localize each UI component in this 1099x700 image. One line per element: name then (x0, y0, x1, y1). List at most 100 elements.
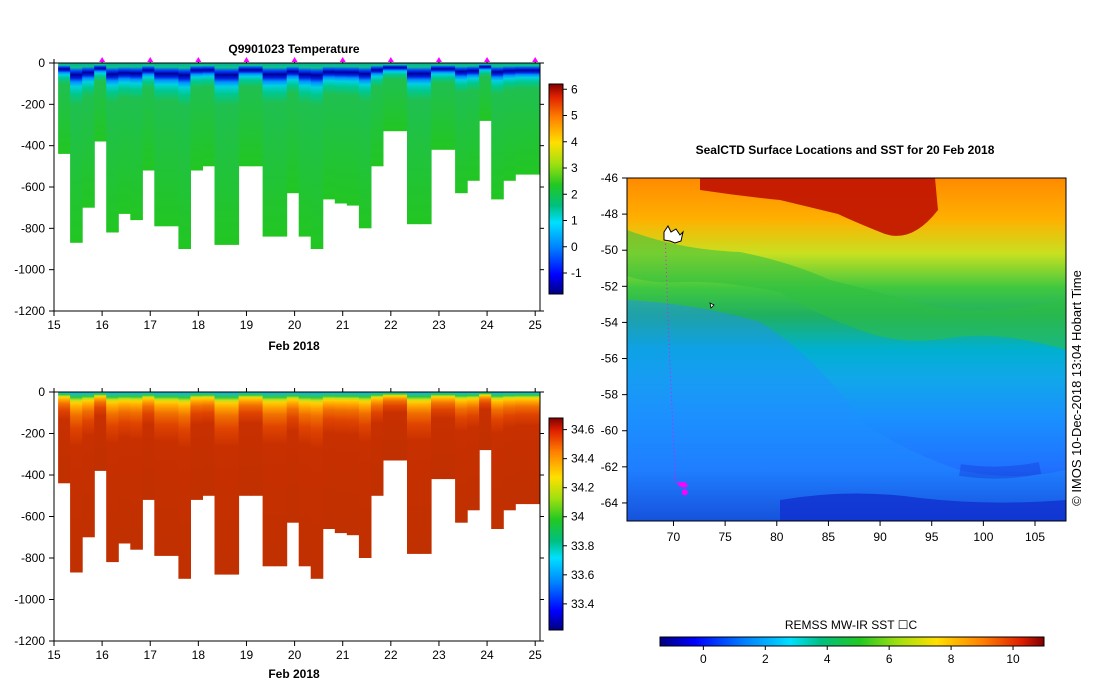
s-profile-26 (370, 392, 384, 496)
t-profile-18 (274, 63, 288, 237)
t-profile-20 (298, 63, 312, 237)
surface-marker (243, 57, 250, 62)
s-xtick-label: 20 (288, 648, 302, 662)
salinity-colorbar-label: 34.4 (571, 452, 595, 466)
s-profile-18 (274, 392, 288, 567)
t-profile-16 (250, 63, 264, 167)
t-ytick-label: -1200 (14, 304, 45, 318)
t-profile-12 (202, 63, 216, 167)
s-profile-15 (238, 392, 252, 496)
s-profile-13 (214, 392, 228, 575)
t-profile-7 (142, 63, 155, 171)
s-ytick-label: -400 (21, 468, 45, 482)
t-profile-33 (455, 63, 468, 194)
map-ytick-label: -62 (601, 460, 619, 474)
s-xtick-label: 23 (432, 648, 446, 662)
temperature-colorbar-label: -1 (571, 266, 582, 280)
heard-island (709, 302, 715, 309)
s-xtick-label: 17 (144, 648, 158, 662)
s-profile-34 (467, 392, 480, 511)
map-xtick-label: 95 (925, 530, 939, 544)
track-end-point (681, 489, 688, 496)
surface-marker (195, 57, 202, 62)
copyright-text: © IMOS 10-Dec-2018 13:04 Hobart Time (1069, 270, 1084, 506)
s-profile-4 (106, 392, 119, 563)
salinity-data (58, 392, 540, 579)
surface-marker (147, 57, 154, 62)
t-profile-3 (94, 63, 107, 142)
map-title: SealCTD Surface Locations and SST for 20… (696, 143, 995, 157)
temperature-colorbar (548, 83, 564, 295)
s-profile-5 (118, 392, 131, 544)
surface-marker (484, 57, 491, 62)
s-profile-1 (70, 392, 83, 573)
s-profile-6 (130, 392, 143, 550)
warm-core (700, 178, 938, 236)
s-profile-29 (407, 392, 420, 554)
temperature-colorbar-label: 5 (571, 109, 578, 123)
t-profile-10 (178, 63, 191, 249)
t-xtick-label: 16 (95, 318, 109, 332)
s-xtick-label: 16 (95, 648, 109, 662)
t-profile-19 (286, 63, 300, 194)
surface-marker (435, 57, 442, 62)
t-xtick-label: 17 (144, 318, 158, 332)
s-xtick-label: 15 (47, 648, 61, 662)
t-profile-14 (226, 63, 240, 245)
map-xtick-label: 105 (1025, 530, 1045, 544)
temperature-x-ticks: 15 16 17 18 19 20 21 22 23 24 25 (47, 59, 542, 332)
map-ytick-label: -56 (601, 352, 619, 366)
s-profile-28 (394, 392, 408, 461)
s-profile-27 (382, 392, 396, 461)
s-profile-20 (298, 392, 312, 567)
t-xtick-label: 21 (336, 318, 350, 332)
t-ytick-label: -200 (21, 97, 45, 111)
s-profile-25 (358, 392, 372, 558)
temperature-colorbar-label: 6 (571, 82, 578, 96)
t-xtick-label: 19 (240, 318, 254, 332)
map-ytick-label: -46 (601, 171, 619, 185)
t-xtick-label: 23 (432, 318, 446, 332)
sst-colorbar (659, 636, 1045, 647)
s-profile-14 (226, 392, 240, 575)
s-profile-11 (190, 392, 203, 500)
s-profile-22 (322, 392, 336, 529)
salinity-colorbar-label: 33.4 (571, 597, 595, 611)
s-profile-3 (94, 392, 107, 471)
surface-marker (291, 57, 298, 62)
t-profile-26 (370, 63, 384, 167)
sst-field (627, 178, 1066, 521)
map-y-ticks: -46 -48 -50 -52 -54 -56 -58 -60 -62 -64 (601, 171, 627, 510)
s-profile-0 (58, 392, 71, 484)
map-xtick-label: 80 (770, 530, 784, 544)
temperature-colorbar-ticks: -1 0 1 2 3 4 5 6 (563, 82, 582, 280)
t-xtick-label: 25 (529, 318, 543, 332)
s-profile-35 (479, 392, 492, 451)
s-ytick-label: -1200 (14, 634, 45, 648)
t-profile-15 (238, 63, 252, 167)
s-ytick-label: 0 (38, 385, 45, 399)
surface-marker (99, 57, 106, 62)
salinity-colorbar (548, 417, 564, 631)
salinity-x-ticks: 15 16 17 18 19 20 21 22 23 24 25 (47, 388, 542, 662)
s-xtick-label: 21 (336, 648, 350, 662)
map-x-ticks: 70 75 80 85 90 95 100 105 (667, 521, 1045, 544)
t-xtick-label: 20 (288, 318, 302, 332)
t-profile-39 (527, 63, 540, 175)
s-xtick-label: 24 (480, 648, 494, 662)
map-ytick-label: -52 (601, 279, 619, 293)
track-line (664, 235, 677, 483)
temperature-data (58, 63, 540, 249)
sst-colorbar-label: REMSS MW-IR SST ☐C (785, 618, 918, 632)
s-ytick-label: -600 (21, 510, 45, 524)
seal-track (664, 235, 688, 496)
map-ytick-label: -48 (601, 207, 619, 221)
s-ytick-label: -800 (21, 551, 45, 565)
s-profile-33 (455, 392, 468, 523)
temperature-y-ticks: 0 -200 -400 -600 -800 -1000 -1200 (14, 56, 544, 318)
t-xtick-label: 18 (192, 318, 206, 332)
s-profile-23 (334, 392, 348, 534)
t-profile-35 (479, 63, 492, 121)
sst-colorbar-label: 10 (1006, 652, 1020, 666)
